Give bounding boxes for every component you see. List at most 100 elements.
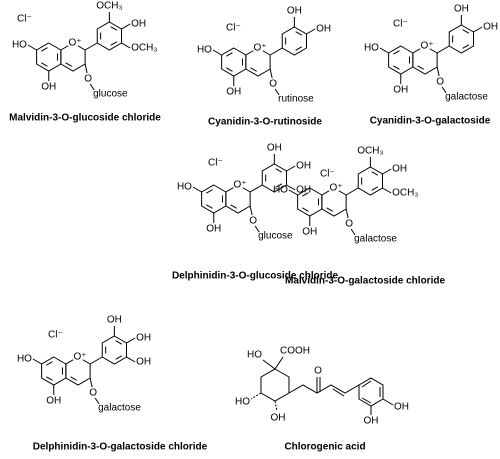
- atom-mask: [328, 182, 340, 194]
- atom-label: OH: [267, 143, 282, 154]
- atom-label: OH: [107, 315, 122, 326]
- bond: [473, 26, 483, 33]
- bond: [274, 356, 284, 370]
- compound-name: Delphinidin-3-O-galactoside chloride: [33, 442, 208, 453]
- bond-ring: [358, 377, 384, 407]
- counterion: Cl⁻: [17, 14, 32, 25]
- bond: [192, 186, 202, 193]
- bond-double: [371, 171, 379, 176]
- bond-double: [115, 340, 123, 345]
- atom-label: O⁺: [73, 352, 86, 363]
- atom-label: OH: [483, 22, 498, 33]
- bond-double: [417, 65, 424, 70]
- atom-label: OH: [394, 402, 409, 413]
- bond: [441, 86, 447, 94]
- atom-label: O⁺: [68, 38, 81, 49]
- sugar-label: galactose: [354, 234, 397, 245]
- atom-label: OCH₃: [357, 146, 383, 157]
- bond: [249, 184, 263, 193]
- atom-label: HO: [12, 40, 27, 51]
- bond-double: [110, 26, 118, 31]
- bond: [382, 168, 392, 175]
- atom-label: OH: [271, 413, 286, 424]
- atom-label: OH: [393, 85, 408, 96]
- atom-label: HO: [273, 185, 288, 196]
- bond-ring: [260, 368, 290, 402]
- atom-mask: [67, 37, 79, 49]
- atom-label: HO: [197, 45, 212, 56]
- atom-mask: [72, 351, 84, 363]
- compound-name: Cyanidin-3-O-galactoside: [370, 116, 491, 127]
- bond: [332, 388, 345, 397]
- counterion: Cl⁻: [320, 169, 335, 180]
- atom-label: OH: [136, 357, 151, 368]
- atom-label: OH: [287, 6, 302, 17]
- compound-name: Chlorogenic acid: [284, 442, 365, 453]
- sugar-label: galactose: [98, 403, 141, 414]
- atom-label: COOH: [280, 346, 310, 357]
- bond: [379, 47, 389, 54]
- atom-label: HO: [17, 354, 32, 365]
- bond: [361, 397, 372, 404]
- bond: [94, 397, 100, 405]
- bond-double: [302, 192, 309, 197]
- bond: [286, 165, 296, 172]
- atom-label: O: [84, 74, 92, 85]
- bond-double: [70, 376, 77, 381]
- bond: [361, 380, 372, 388]
- bond: [126, 356, 136, 363]
- atom-label: HO: [247, 350, 262, 361]
- atom-label: OH: [454, 4, 469, 15]
- bond-double: [275, 168, 283, 173]
- sugar-label: glucose: [258, 231, 293, 242]
- bond: [345, 208, 349, 219]
- compound-name: Cyanidin-3-O-rutinoside: [208, 117, 322, 128]
- atom-label: HO: [364, 43, 379, 54]
- atom-label: O: [314, 366, 322, 377]
- atom-label: HO: [177, 182, 192, 193]
- bond: [249, 205, 253, 216]
- bond: [274, 400, 278, 412]
- atom-label: OCH₃: [96, 1, 122, 12]
- atom-label: OH: [46, 396, 61, 407]
- atom-mask: [419, 40, 431, 52]
- bond: [212, 49, 222, 56]
- atom-mask: [232, 179, 244, 191]
- atom-label: O: [269, 79, 277, 90]
- bond: [286, 184, 296, 191]
- bond-double: [326, 207, 333, 212]
- bond: [269, 68, 273, 79]
- atom-label: O: [436, 77, 444, 88]
- bond: [306, 28, 316, 35]
- compound-name: Delphinidin-3-O-glucoside chloride: [172, 271, 339, 282]
- sugar-label: glucose: [93, 89, 128, 100]
- bond-double: [226, 52, 233, 57]
- bond-chain: [288, 384, 360, 394]
- atom-label: OH: [136, 333, 151, 344]
- bond: [269, 47, 283, 56]
- bond-double: [250, 67, 257, 72]
- bond: [262, 359, 276, 370]
- bond: [250, 392, 262, 400]
- bond-double: [206, 204, 213, 209]
- atom-label: O: [249, 216, 257, 227]
- atom-label: O⁺: [253, 43, 266, 54]
- atom-label: OH: [296, 161, 311, 172]
- bond-double: [462, 29, 470, 34]
- compound: O⁺Cl⁻HOOHOHOHOHOglucoseDelphinidin-3-O-g…: [172, 143, 339, 282]
- bond-double: [226, 67, 233, 72]
- bond: [89, 377, 93, 388]
- bond: [254, 225, 260, 233]
- atom-label: O: [89, 388, 97, 399]
- counterion: Cl⁻: [393, 19, 408, 30]
- atom-label: OCH₃: [131, 43, 157, 54]
- bond: [288, 189, 298, 196]
- bond: [89, 83, 95, 91]
- atom-label: O⁺: [329, 183, 342, 194]
- atom-label: OH: [392, 164, 407, 175]
- bond: [382, 398, 394, 406]
- atom-label: OH: [41, 82, 56, 93]
